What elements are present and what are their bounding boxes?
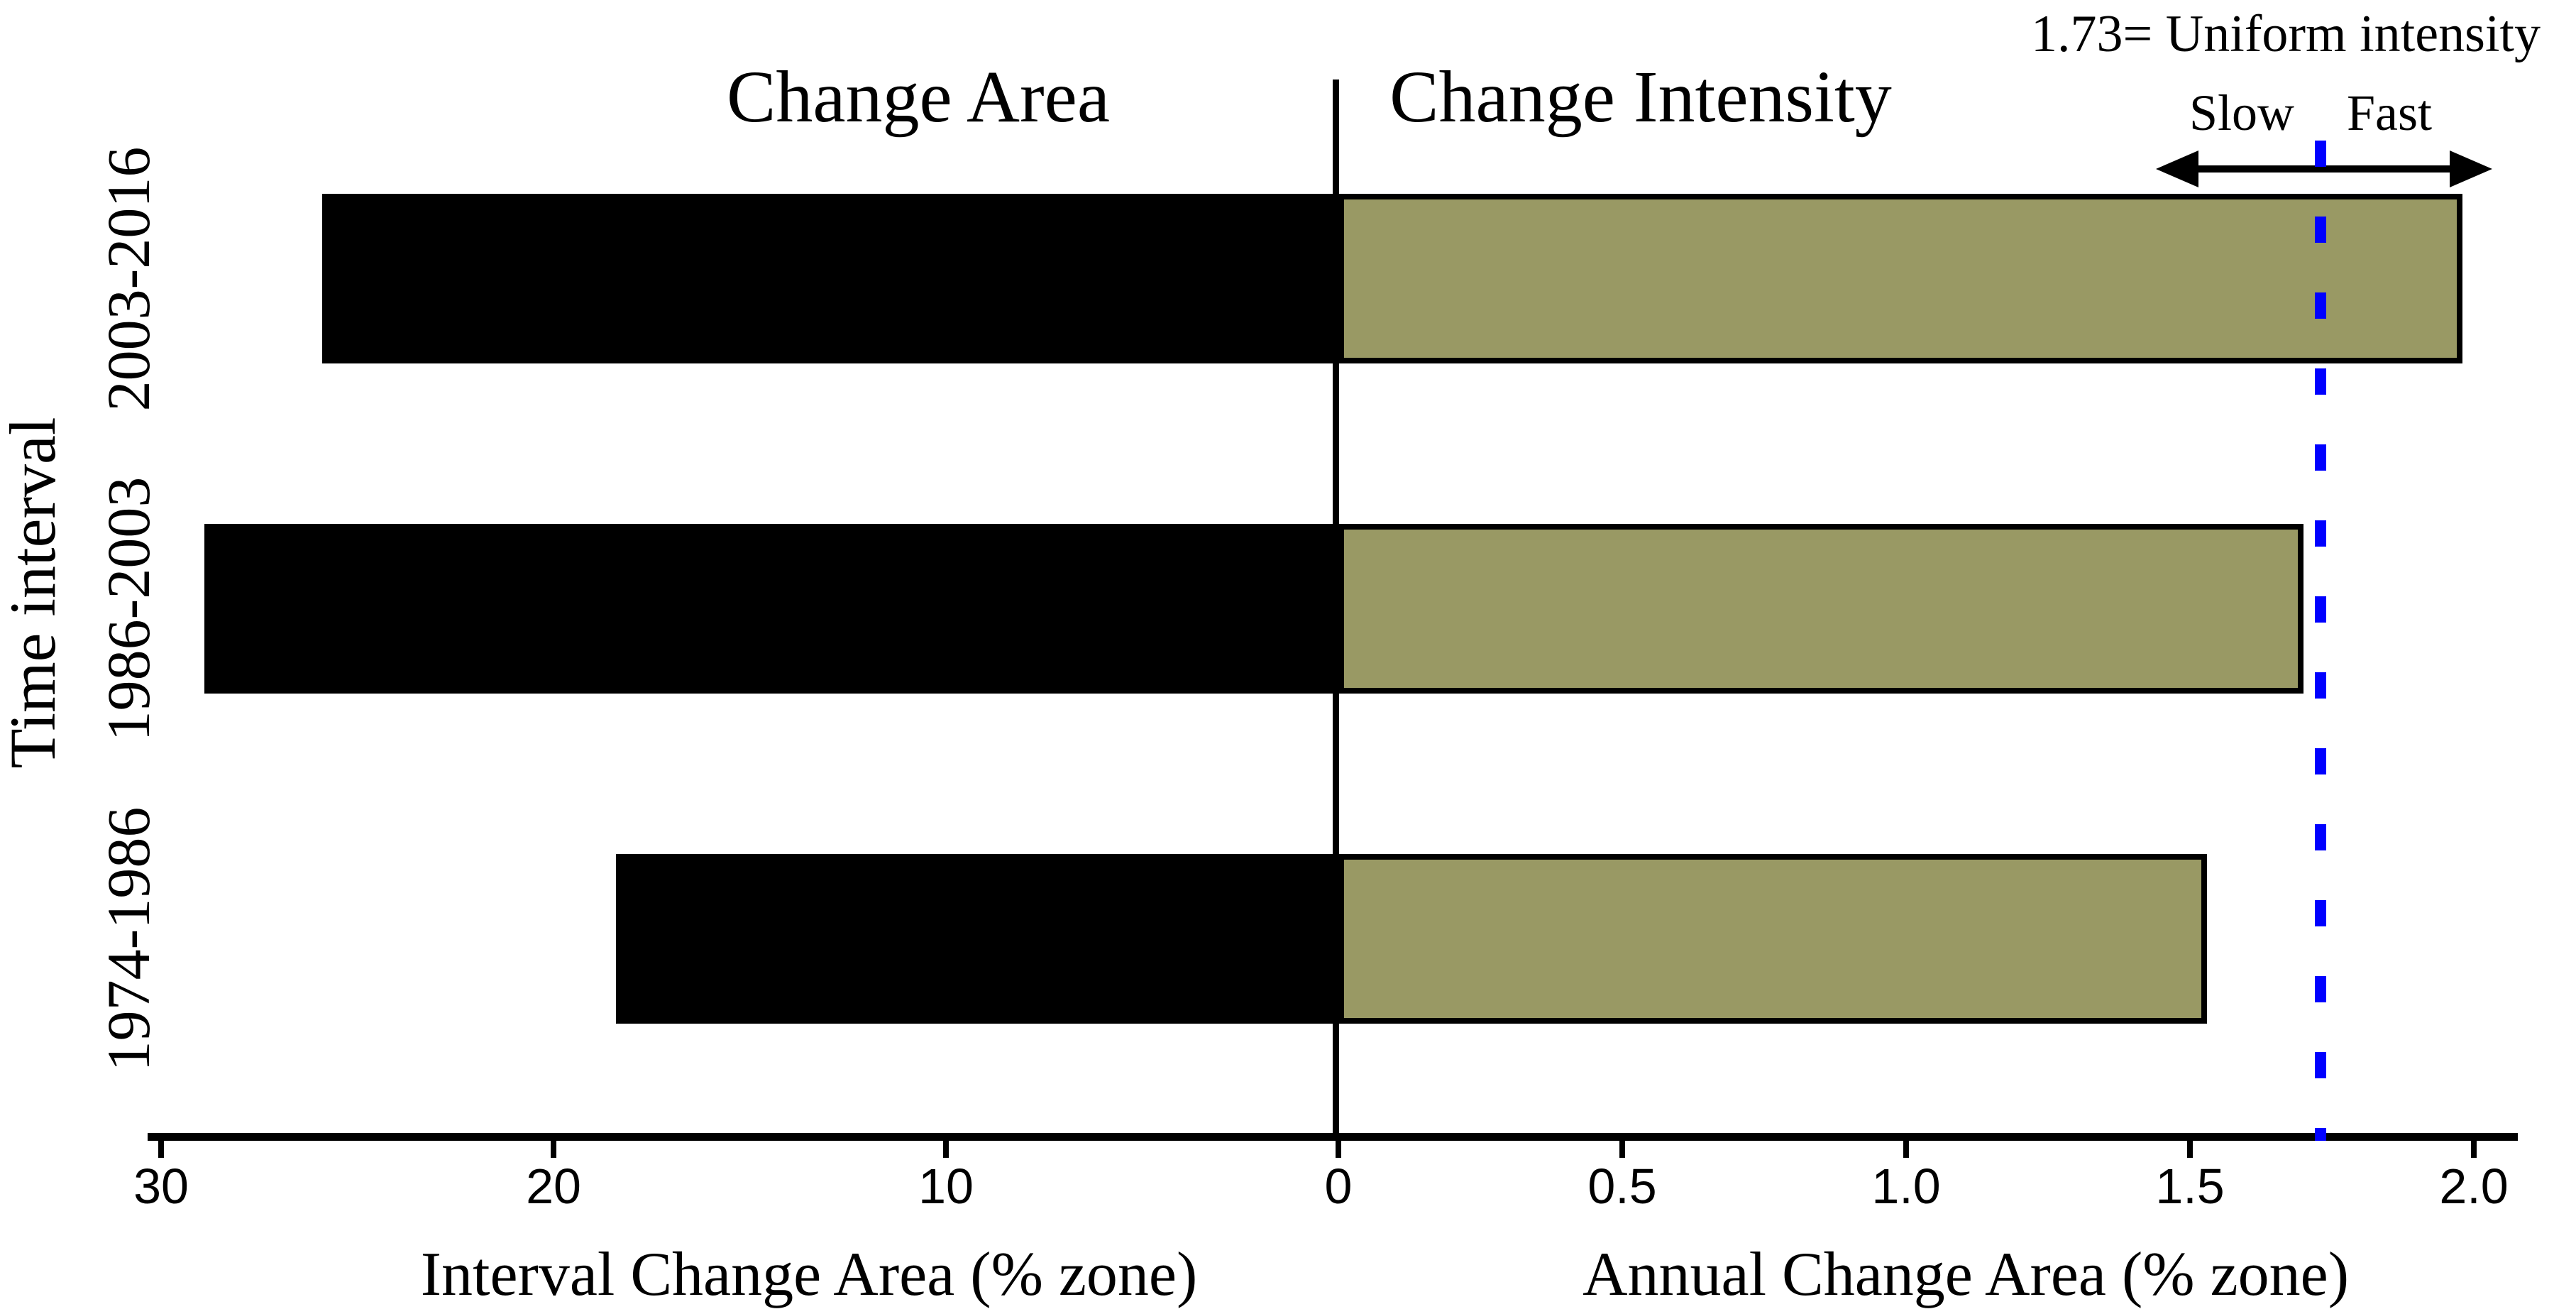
x-axis-title-right: Annual Change Area (% zone) bbox=[1582, 1240, 2350, 1309]
category-label-time-interval: 2003-2016 bbox=[94, 146, 163, 411]
x-axis-title-left: Interval Change Area (% zone) bbox=[420, 1240, 1198, 1309]
axis-tick bbox=[551, 1141, 556, 1158]
bar-interval-change-area bbox=[321, 194, 1338, 363]
right-panel-title: Change Intensity bbox=[1389, 56, 1892, 138]
category-label-time-interval: 1986-2003 bbox=[94, 476, 163, 741]
axis-tick bbox=[943, 1141, 949, 1158]
left-panel-title: Change Area bbox=[726, 56, 1110, 138]
axis-tick bbox=[158, 1141, 164, 1158]
axis-tick-label: 0.5 bbox=[1587, 1159, 1657, 1214]
axis-tick-label: 1.5 bbox=[2155, 1159, 2225, 1214]
axis-tick-label: 1.0 bbox=[1871, 1159, 1941, 1214]
bar-interval-change-area bbox=[616, 854, 1338, 1024]
axis-tick-label: 30 bbox=[133, 1159, 189, 1214]
axis-tick bbox=[1336, 1141, 1341, 1158]
axis-tick-label: 0 bbox=[1324, 1159, 1353, 1214]
axis-tick bbox=[1903, 1141, 1909, 1158]
bar-annual-change-intensity bbox=[1338, 854, 2207, 1024]
fast-label: Fast bbox=[2347, 84, 2433, 141]
uniform-intensity-line bbox=[2315, 141, 2326, 1141]
uniform-intensity-label: 1.73= Uniform intensity bbox=[2031, 5, 2541, 63]
axis-tick-label: 10 bbox=[918, 1159, 974, 1214]
axis-tick bbox=[2471, 1141, 2477, 1158]
bar-annual-change-intensity bbox=[1338, 524, 2303, 694]
axis-tick bbox=[2187, 1141, 2193, 1158]
slow-label: Slow bbox=[2189, 84, 2295, 141]
bar-interval-change-area bbox=[204, 524, 1338, 694]
category-label-time-interval: 1974-1986 bbox=[94, 806, 163, 1071]
axis-tick-label: 2.0 bbox=[2439, 1159, 2509, 1214]
axis-tick-label: 20 bbox=[526, 1159, 581, 1214]
zero-divider-line bbox=[1333, 80, 1339, 1141]
bar-annual-change-intensity bbox=[1338, 194, 2462, 363]
y-axis-title: Time interval bbox=[0, 417, 69, 769]
axis-tick bbox=[1619, 1141, 1625, 1158]
